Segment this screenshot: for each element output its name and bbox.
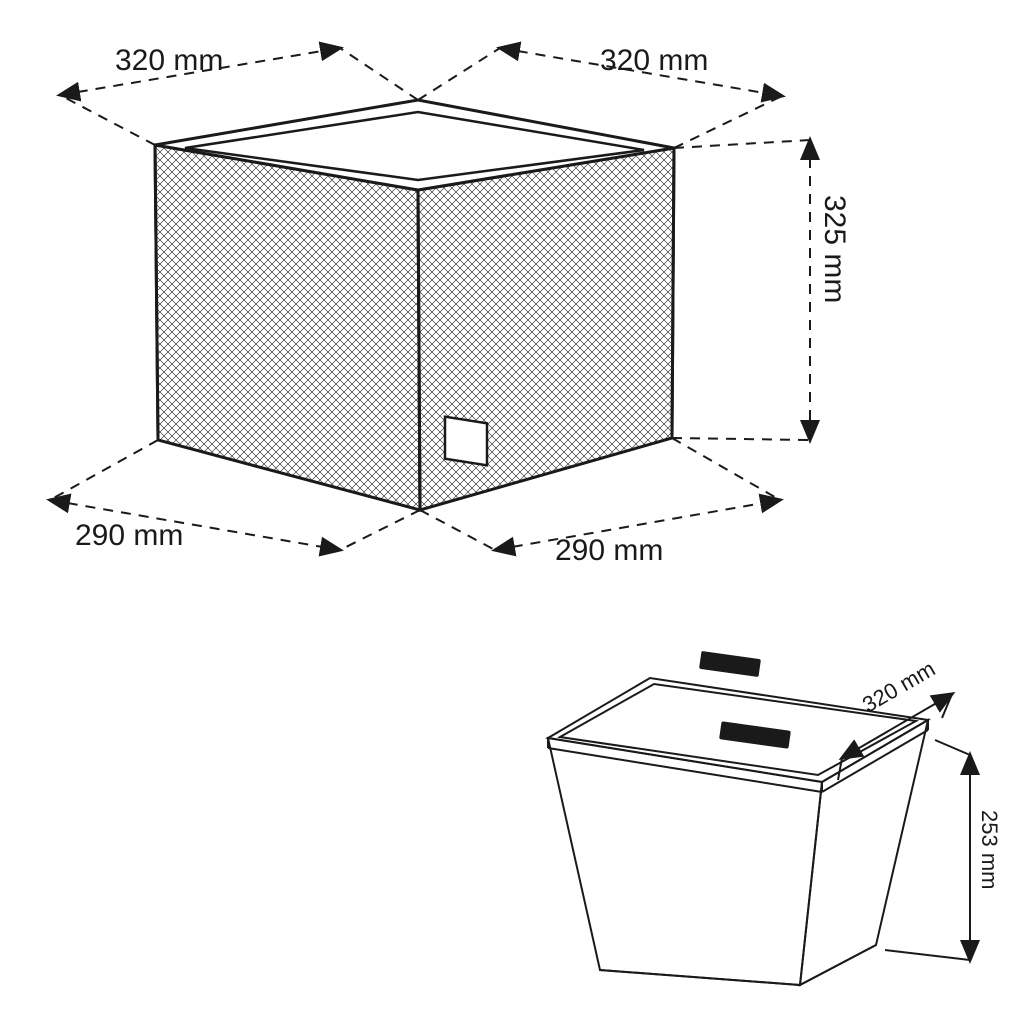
- ext-line: [60, 95, 155, 145]
- ext-line: [838, 758, 842, 780]
- ext-line: [340, 510, 420, 550]
- ext-line: [50, 440, 158, 500]
- dim-top-right-label: 320 mm: [600, 44, 708, 77]
- bucket-bottom-front: [600, 970, 800, 985]
- ext-line: [418, 48, 500, 100]
- ext-line: [674, 96, 782, 148]
- ext-line: [672, 438, 780, 500]
- bucket-bottom-right: [800, 945, 876, 985]
- dim-bottom-left-label: 290 mm: [75, 519, 183, 552]
- bucket-right-face: [800, 720, 928, 985]
- dim-bottom-right-label: 290 mm: [555, 534, 663, 567]
- dim-right-height-label: 325 mm: [818, 195, 851, 303]
- dim-top-left-label: 320 mm: [115, 44, 223, 77]
- box-edge-front: [418, 190, 420, 510]
- box-edge-right: [672, 148, 674, 438]
- bucket-handle-back: [699, 651, 761, 677]
- ext-line: [340, 48, 418, 100]
- ext-line: [935, 740, 970, 755]
- dimension-diagram: 320 mm 320 mm 325 mm 290 mm 290 mm: [0, 0, 1024, 1024]
- inner-bucket: 320 mm 253 mm: [548, 651, 1002, 985]
- ext-line: [674, 140, 810, 148]
- box-left-face: [155, 145, 420, 510]
- outer-planter-box: 320 mm 320 mm 325 mm 290 mm 290 mm: [50, 44, 851, 567]
- ext-line: [420, 510, 495, 550]
- ext-line: [672, 438, 810, 440]
- bucket-handle-front: [719, 721, 791, 749]
- dim-bucket-height-label: 253 mm: [977, 810, 1002, 889]
- ext-line: [885, 950, 970, 960]
- water-level-hole: [445, 417, 487, 466]
